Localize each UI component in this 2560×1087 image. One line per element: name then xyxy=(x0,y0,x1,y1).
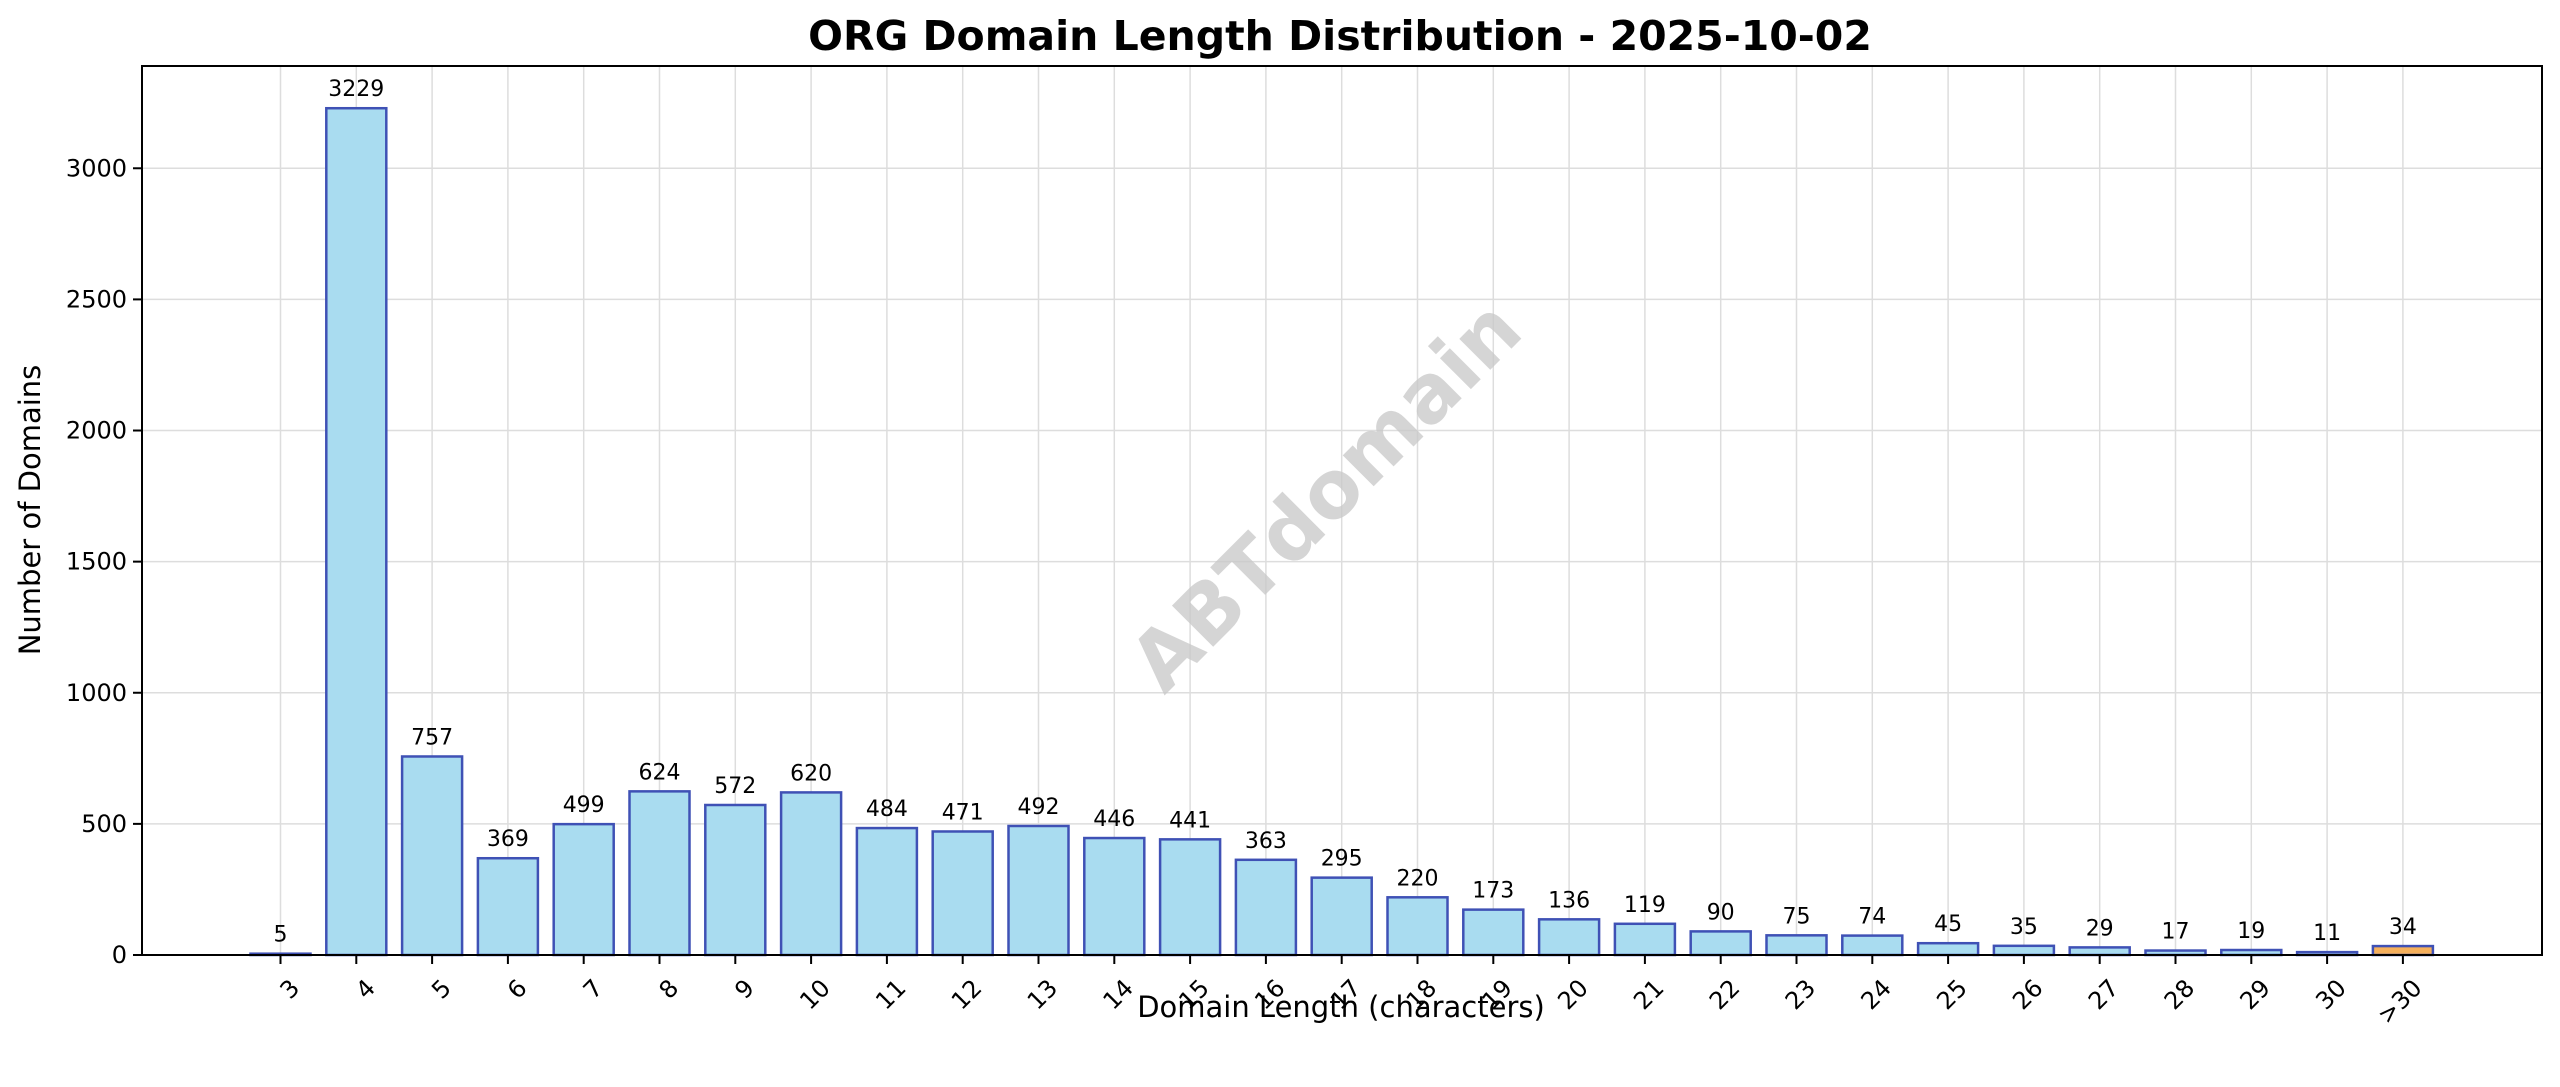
data-label: 90 xyxy=(1707,900,1735,925)
data-label: 5 xyxy=(274,923,288,948)
data-label: 119 xyxy=(1624,893,1666,918)
y-axis-ticks: 0 500 1000 1500 2000 2500 3000 xyxy=(66,154,142,969)
data-label: 572 xyxy=(714,774,756,799)
bar-16 xyxy=(1234,858,1298,957)
x-tick-label: >30 xyxy=(2372,974,2428,1030)
data-label: 499 xyxy=(563,793,605,818)
data-label: 35 xyxy=(2010,915,2038,940)
watermark: ABTdomain xyxy=(1112,282,1539,709)
bar-6 xyxy=(476,856,540,957)
data-label: 45 xyxy=(1934,912,1962,937)
x-tick-label: 29 xyxy=(2235,974,2276,1015)
y-tick-label: 0 xyxy=(112,941,127,969)
y-tick-label: 2500 xyxy=(66,285,127,313)
bar-18 xyxy=(1386,896,1449,957)
data-label: 136 xyxy=(1548,888,1590,913)
data-labels: 5 3229 757 369 499 624 572 620 484 471 492 446 441 36… xyxy=(274,77,2417,947)
bar-17 xyxy=(1310,876,1373,957)
data-label: 75 xyxy=(1783,904,1811,929)
x-tick-label: 30 xyxy=(2310,974,2351,1015)
data-label: 624 xyxy=(639,760,681,785)
data-label: 74 xyxy=(1858,905,1886,930)
bar-8 xyxy=(628,790,691,957)
bar-20 xyxy=(1537,918,1601,957)
bar-10 xyxy=(779,791,843,957)
bar-11 xyxy=(855,826,919,957)
bar-21 xyxy=(1613,922,1677,957)
y-tick-label: 1500 xyxy=(66,548,127,576)
bar-7 xyxy=(552,822,615,957)
x-tick-label: 25 xyxy=(1931,974,1972,1015)
bar-5 xyxy=(400,755,464,957)
bar-9 xyxy=(704,803,767,957)
data-label: 446 xyxy=(1093,807,1135,832)
chart-title: ORG Domain Length Distribution - 2025-10… xyxy=(808,12,1872,60)
bar-gt30 xyxy=(2371,944,2435,957)
bar-26 xyxy=(1992,944,2056,957)
x-tick-label: 7 xyxy=(578,974,609,1005)
bar-24 xyxy=(1841,934,1904,957)
x-tick-label: 21 xyxy=(1628,974,1669,1015)
data-label: 441 xyxy=(1169,808,1211,833)
x-tick-label: 13 xyxy=(1022,974,1063,1015)
data-label: 17 xyxy=(2162,920,2190,945)
data-label: 173 xyxy=(1472,879,1514,904)
y-tick-label: 3000 xyxy=(66,154,127,182)
y-tick-label: 2000 xyxy=(66,417,127,445)
data-label: 492 xyxy=(1018,795,1060,820)
bar-27 xyxy=(2068,946,2131,957)
data-label: 34 xyxy=(2389,915,2417,940)
x-tick-label: 4 xyxy=(350,974,381,1005)
data-label: 29 xyxy=(2086,916,2114,941)
data-label: 369 xyxy=(487,827,529,852)
bar-25 xyxy=(1916,941,1980,957)
x-tick-label: 10 xyxy=(794,974,835,1015)
bar-4 xyxy=(325,106,388,957)
x-tick-label: 9 xyxy=(729,974,760,1005)
data-label: 19 xyxy=(2237,919,2265,944)
bar-14 xyxy=(1083,836,1146,957)
x-tick-label: 20 xyxy=(1552,974,1593,1015)
x-tick-label: 28 xyxy=(2159,974,2200,1015)
bar-19 xyxy=(1462,908,1525,957)
data-label: 220 xyxy=(1397,866,1439,891)
x-tick-label: 14 xyxy=(1098,974,1139,1015)
data-label: 11 xyxy=(2313,921,2341,946)
x-tick-label: 12 xyxy=(946,974,987,1015)
bar-12 xyxy=(931,830,994,957)
data-label: 363 xyxy=(1245,829,1287,854)
x-tick-label: 6 xyxy=(502,974,533,1005)
x-tick-label: 27 xyxy=(2083,974,2124,1015)
data-label: 471 xyxy=(942,800,984,825)
y-tick-label: 1000 xyxy=(66,679,127,707)
data-label: 620 xyxy=(790,761,832,786)
x-tick-label: 22 xyxy=(1704,974,1745,1015)
x-axis-label: Domain Length (characters) xyxy=(1137,990,1545,1024)
bar-22 xyxy=(1689,930,1752,957)
data-label: 3229 xyxy=(328,77,384,102)
x-tick-label: 3 xyxy=(275,974,306,1005)
y-tick-label: 500 xyxy=(81,810,127,838)
bar-23 xyxy=(1765,934,1828,957)
x-tick-label: 5 xyxy=(426,974,457,1005)
bar-13 xyxy=(1007,824,1070,957)
y-axis-label: Number of Domains xyxy=(13,365,47,656)
x-tick-label: 24 xyxy=(1856,974,1897,1015)
x-tick-label: 8 xyxy=(654,974,685,1005)
data-label: 757 xyxy=(411,725,453,750)
x-tick-label: 23 xyxy=(1780,974,1821,1015)
data-label: 484 xyxy=(866,797,908,822)
x-tick-label: 26 xyxy=(2007,974,2048,1015)
x-tick-label: 11 xyxy=(870,974,911,1015)
bars xyxy=(249,106,2435,957)
bar-15 xyxy=(1158,838,1222,957)
data-label: 295 xyxy=(1321,847,1363,872)
